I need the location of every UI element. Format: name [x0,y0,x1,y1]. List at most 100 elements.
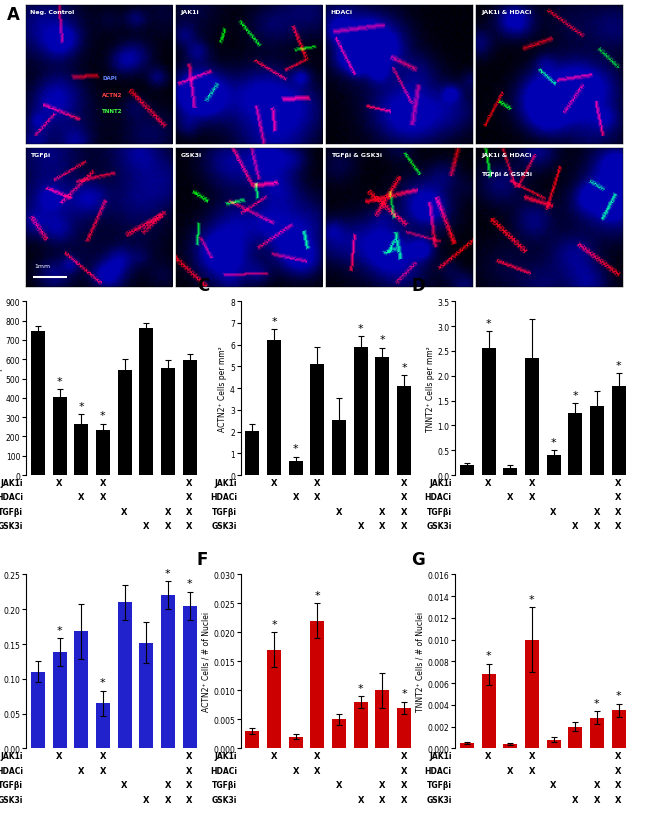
Bar [74,424,88,476]
Bar [568,727,582,748]
Text: X: X [187,478,193,487]
Text: TNNT2: TNNT2 [102,109,123,114]
Text: X: X [99,766,106,775]
Text: *: * [100,411,106,421]
Bar [31,332,45,476]
Text: HDACi: HDACi [0,766,23,775]
Text: X: X [187,795,193,804]
Text: X: X [572,795,578,804]
Text: JAK1i: JAK1i [0,751,23,760]
Text: X: X [187,780,193,789]
Bar [289,737,303,748]
Text: *: * [529,594,535,604]
Bar [590,406,604,476]
Text: TGFβi: TGFβi [427,507,452,516]
Text: JAK1i & HDACi: JAK1i & HDACi [481,153,531,158]
Text: X: X [99,751,106,760]
Text: X: X [187,751,193,760]
Text: HDACi: HDACi [331,10,353,15]
Bar [311,365,324,476]
Bar [612,710,626,748]
Text: *: * [57,625,62,635]
Text: X: X [314,478,320,487]
Text: JAK1i & HDACi: JAK1i & HDACi [481,10,531,15]
Y-axis label: Number of Nuclei per mm²: Number of Nuclei per mm² [0,337,3,440]
Bar [354,347,368,476]
Text: X: X [507,493,514,502]
Text: *: * [551,437,556,447]
Bar [590,718,604,748]
Text: X: X [528,478,535,487]
Bar [139,329,153,476]
Bar [397,386,411,476]
Bar [460,743,474,748]
Text: X: X [401,493,408,502]
Text: HDACi: HDACi [0,493,23,502]
Bar [503,468,517,476]
Bar [246,431,259,476]
Text: X: X [164,522,171,531]
Text: *: * [271,317,277,327]
Text: JAK1i: JAK1i [214,751,237,760]
Text: JAK1i: JAK1i [429,751,452,760]
Text: X: X [379,507,385,516]
Text: D: D [411,277,425,295]
Y-axis label: TNNT2⁺ Cells per mm²: TNNT2⁺ Cells per mm² [426,346,435,432]
Text: GSK3i: GSK3i [181,153,202,158]
Bar [397,708,411,748]
Text: X: X [616,780,622,789]
Text: X: X [486,751,492,760]
Text: A: A [6,6,20,24]
Bar [354,702,368,748]
Text: *: * [57,376,62,386]
Text: X: X [572,522,578,531]
Text: GSK3i: GSK3i [0,795,23,804]
Text: TGFβi & GSK3i: TGFβi & GSK3i [331,153,382,158]
Text: X: X [164,507,171,516]
Text: X: X [99,493,106,502]
Bar [96,430,110,476]
Text: *: * [401,362,407,372]
Text: X: X [336,507,343,516]
Text: X: X [187,493,193,502]
Text: *: * [358,683,363,693]
Text: X: X [57,478,63,487]
Text: X: X [616,766,622,775]
Text: X: X [551,507,557,516]
Text: X: X [164,780,171,789]
Bar [460,466,474,476]
Text: *: * [293,443,298,453]
Bar [267,650,281,748]
Text: X: X [292,493,299,502]
Text: X: X [271,478,278,487]
Text: X: X [164,795,171,804]
Text: X: X [336,780,343,789]
Text: *: * [401,689,407,699]
Bar [74,632,88,748]
Text: JAK1i: JAK1i [0,478,23,487]
Text: TGFβi: TGFβi [31,153,51,158]
Text: X: X [593,795,600,804]
Text: *: * [486,318,491,328]
Text: JAK1i: JAK1i [181,10,199,15]
Bar [376,357,389,476]
Bar [183,606,197,748]
Text: ACTN2: ACTN2 [102,93,122,98]
Text: X: X [57,751,63,760]
Text: X: X [593,522,600,531]
Text: X: X [358,795,364,804]
Text: X: X [593,507,600,516]
Text: *: * [380,335,385,345]
Text: GSK3i: GSK3i [0,522,23,531]
Bar [612,386,626,476]
Text: X: X [99,478,106,487]
Text: TGFβi: TGFβi [0,507,23,516]
Bar [118,603,131,748]
Text: *: * [187,579,192,589]
Text: X: X [593,780,600,789]
Text: X: X [122,507,128,516]
Text: *: * [271,619,277,629]
Text: *: * [594,698,600,708]
Text: *: * [616,361,621,370]
Y-axis label: ACTN2⁺ Cells / # of Nuclei: ACTN2⁺ Cells / # of Nuclei [202,612,211,711]
